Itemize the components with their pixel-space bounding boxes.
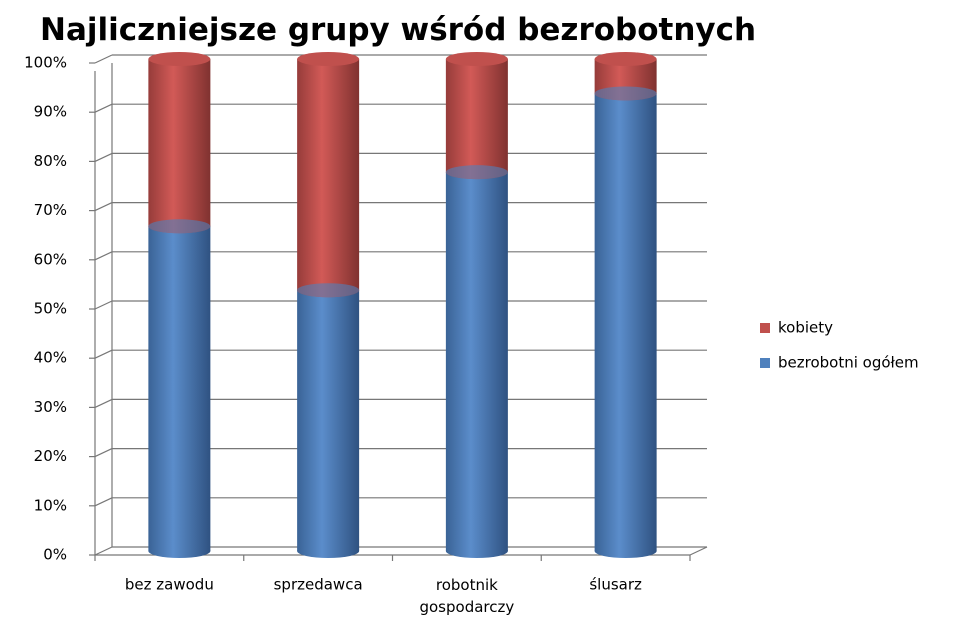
grid-line xyxy=(94,152,113,162)
cylinder-top xyxy=(148,219,211,234)
cylinder-bottom xyxy=(594,544,657,558)
x-tick-label: ślusarz xyxy=(589,576,642,594)
y-tick-label: 10% xyxy=(34,496,67,514)
legend-swatch xyxy=(760,323,770,333)
grid-line xyxy=(94,349,113,359)
bar-segment xyxy=(148,226,211,551)
y-tick-label: 60% xyxy=(34,250,67,268)
x-tick-label: robotnik gospodarczy xyxy=(419,576,514,616)
legend-label: kobiety xyxy=(778,319,833,337)
bar-segment xyxy=(445,172,508,551)
y-tick-label: 80% xyxy=(34,152,67,170)
chart-title: Najliczniejsze grupy wśród bezrobotnych xyxy=(40,12,756,48)
cylinder-top xyxy=(148,52,211,66)
floor-line xyxy=(689,546,708,556)
grid-line xyxy=(94,54,113,64)
grid-line xyxy=(94,546,113,556)
grid-line xyxy=(94,103,113,113)
cylinder-top xyxy=(445,165,508,180)
y-tick-label: 50% xyxy=(34,300,67,318)
cylinder-top xyxy=(594,86,657,101)
x-tick-label: bez zawodu xyxy=(125,576,214,594)
bar-segment xyxy=(297,59,360,291)
grid-line xyxy=(94,251,113,261)
grid-line xyxy=(94,202,113,212)
y-tick-label: 90% xyxy=(34,103,67,121)
cylinder-bottom xyxy=(297,544,360,558)
x-tick-label: sprzedawca xyxy=(274,576,363,594)
legend-label: bezrobotni ogółem xyxy=(778,354,919,372)
grid-line xyxy=(94,300,113,310)
bar-segment xyxy=(445,59,508,173)
y-tick-label: 0% xyxy=(43,546,67,564)
y-tick-label: 70% xyxy=(34,201,67,219)
cylinder-bottom xyxy=(445,544,508,558)
bar-segment xyxy=(148,59,211,227)
grid-line xyxy=(94,497,113,507)
cylinder-top xyxy=(297,283,360,298)
y-tick-label: 30% xyxy=(34,398,67,416)
y-tick-label: 20% xyxy=(34,447,67,465)
y-tick-label: 100% xyxy=(24,54,67,72)
grid-line xyxy=(94,398,113,408)
legend-swatch xyxy=(760,358,770,368)
y-tick-label: 40% xyxy=(34,349,67,367)
cylinder-bottom xyxy=(148,544,211,558)
bar-segment xyxy=(297,290,360,551)
cylinder-top xyxy=(445,52,508,66)
grid-line xyxy=(94,448,113,458)
cylinder-top xyxy=(297,52,360,66)
cylinder-top xyxy=(594,52,657,66)
bar-segment xyxy=(594,93,657,551)
